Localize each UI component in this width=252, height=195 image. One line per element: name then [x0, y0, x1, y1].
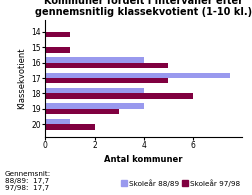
X-axis label: Antal kommuner: Antal kommuner	[104, 155, 183, 164]
Bar	[45, 88, 144, 93]
Bar	[45, 57, 144, 63]
Bar	[45, 109, 119, 114]
Y-axis label: Klassekvotient: Klassekvotient	[17, 47, 26, 109]
Bar	[45, 32, 70, 37]
Bar	[45, 73, 230, 78]
Bar	[45, 103, 144, 109]
Bar	[45, 47, 70, 53]
Bar	[45, 93, 193, 99]
Bar	[45, 119, 70, 124]
Bar	[45, 63, 168, 68]
Bar	[45, 78, 168, 83]
Bar	[45, 124, 94, 129]
Title: Kommuner fordelt i intervaller efter
gennemsnitlig klassekvotient (1-10 kl.): Kommuner fordelt i intervaller efter gen…	[35, 0, 252, 17]
Legend: Skoleår 88/89, Skoleår 97/98: Skoleår 88/89, Skoleår 97/98	[118, 176, 243, 189]
Text: Gennemsnit:
88/89:  17,7
97/98:  17,7: Gennemsnit: 88/89: 17,7 97/98: 17,7	[5, 171, 51, 191]
